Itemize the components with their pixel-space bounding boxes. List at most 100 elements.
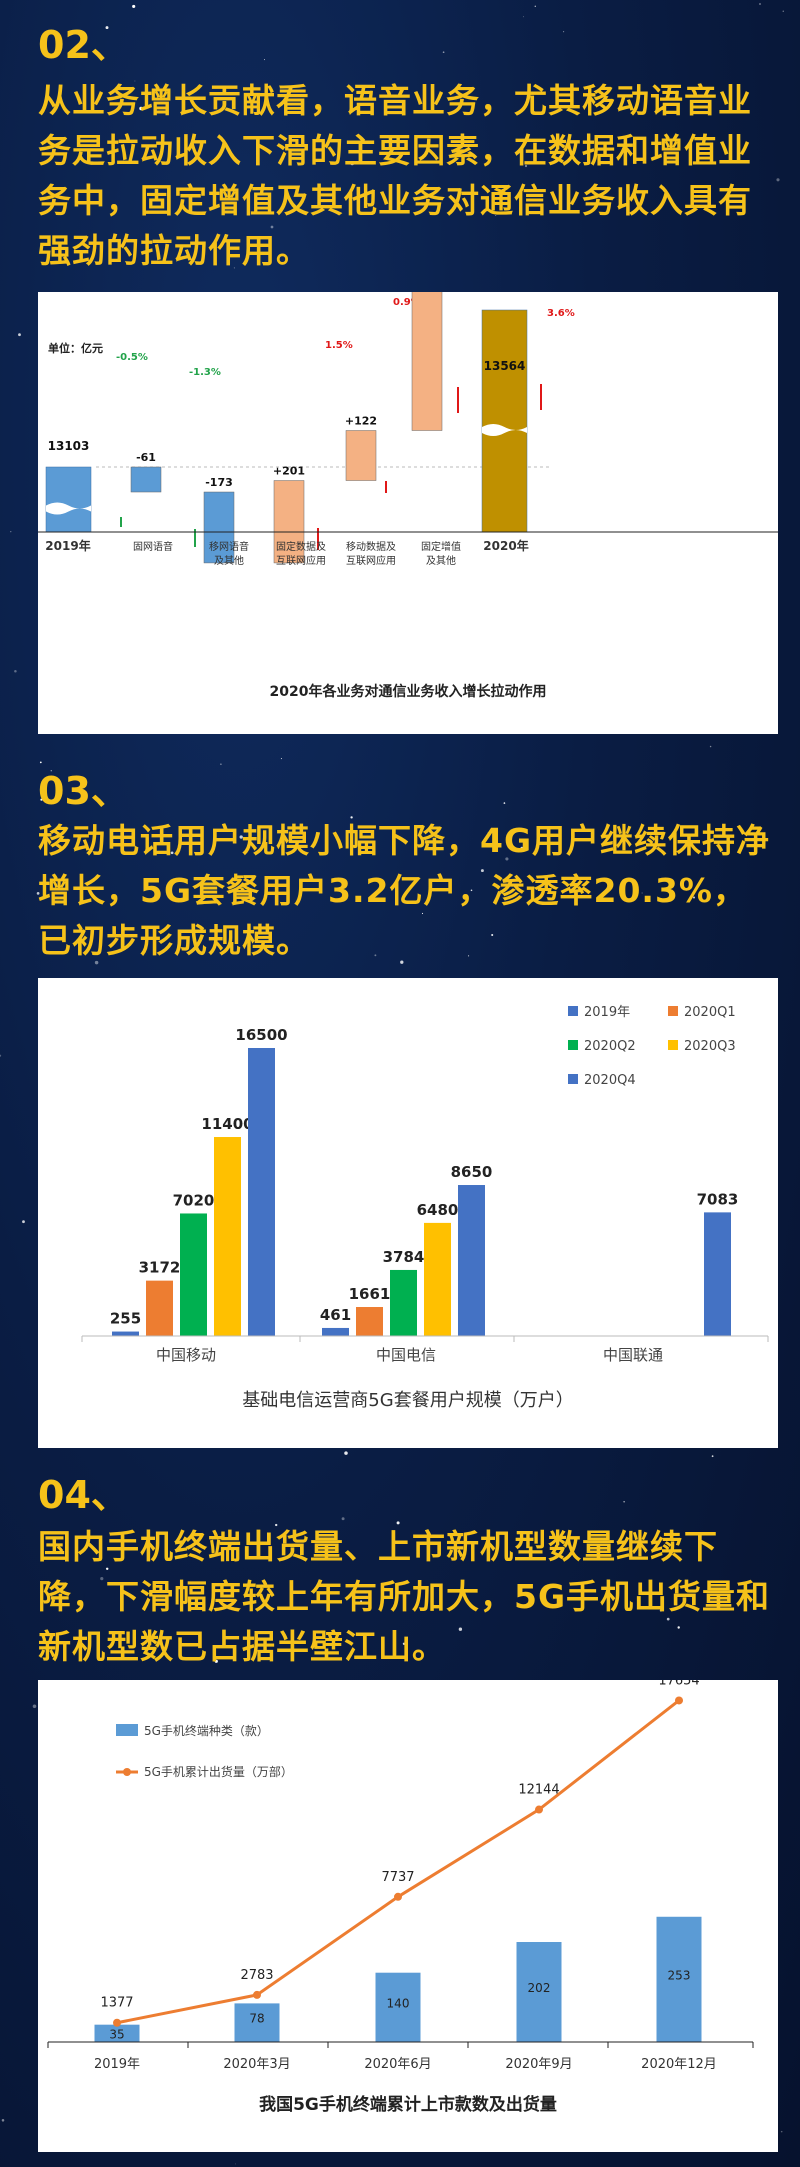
star xyxy=(39,761,42,764)
section-text: 国内手机终端出货量、上市新机型数量继续下降，下滑幅度较上年有所加大，5G手机出货… xyxy=(38,1527,771,1666)
star xyxy=(270,225,274,229)
section-number: 04、 xyxy=(38,1473,129,1517)
legend-label: 5G手机终端种类（款） xyxy=(144,1723,269,1738)
bar xyxy=(273,480,305,564)
star xyxy=(759,3,761,5)
section-text: 移动电话用户规模小幅下降，4G用户继续保持净增长，5G套餐用户3.2亿户，渗透率… xyxy=(38,821,771,960)
bar-value-label: 7083 xyxy=(697,1190,739,1208)
waterfall-bar-2: -173 -1.3% xyxy=(189,367,235,564)
bar-value-label: 11400 xyxy=(201,1115,253,1133)
contribution-label: 1.5% xyxy=(325,340,353,351)
bar-value-label: +201 xyxy=(273,465,305,478)
star xyxy=(563,31,565,33)
waterfall-bar-1: -61 -0.5% xyxy=(116,352,162,527)
star xyxy=(480,869,484,873)
star xyxy=(220,763,222,766)
star xyxy=(360,1600,362,1602)
bar-value-label: 13103 xyxy=(48,439,90,453)
bar-value-label: 253 xyxy=(668,1968,691,1982)
bar-value-label: 8650 xyxy=(451,1163,493,1181)
legend-label: 2020Q3 xyxy=(684,1039,736,1054)
legend-swatch xyxy=(668,1040,678,1050)
bar-terminal-models xyxy=(516,1942,562,2042)
contribution-label: 3.6% xyxy=(547,308,575,319)
waterfall-bar-6: 13564 3.6% xyxy=(481,308,575,533)
star xyxy=(132,4,136,8)
star xyxy=(520,846,524,850)
legend-label: 2020Q1 xyxy=(684,1005,736,1020)
star xyxy=(344,1451,348,1455)
chart-title: 我国5G手机终端累计上市款数及出货量 xyxy=(259,2094,557,2115)
x-tick-label: 中国移动 xyxy=(156,1346,216,1364)
star xyxy=(233,267,235,269)
contribution-label: -0.5% xyxy=(116,352,148,363)
contribution-label: 0.9% xyxy=(393,297,421,308)
waterfall-bar-0: 13103 xyxy=(45,439,92,533)
x-tick-label: 中国电信 xyxy=(376,1346,436,1364)
line-point xyxy=(675,1696,683,1705)
waterfall-bar-4: +122 0.9% xyxy=(345,297,421,493)
star xyxy=(239,835,243,839)
star xyxy=(394,112,396,114)
legend-swatch xyxy=(116,1724,138,1736)
waterfall-bar-5: +3722.8% xyxy=(411,218,493,431)
bar-terminal-models xyxy=(375,1972,421,2042)
section-text: 从业务增长贡献看，语音业务，尤其移动语音业务是拉动收入下滑的主要因素，在数据和增… xyxy=(38,81,752,270)
x-tick-label: 及其他 xyxy=(214,554,244,567)
star xyxy=(341,1517,345,1521)
star xyxy=(442,51,445,54)
star xyxy=(534,5,536,7)
x-tick-label: 2020年6月 xyxy=(364,2057,431,2072)
waterfall-bar-3: +201 1.5% xyxy=(273,340,353,564)
bar xyxy=(203,491,235,564)
axis-break xyxy=(482,424,527,436)
bar xyxy=(481,309,528,533)
bar-value-label: 1661 xyxy=(349,1285,391,1303)
star xyxy=(458,1627,463,1631)
star xyxy=(0,1054,2,1057)
x-tick-label: 固网语音 xyxy=(133,540,173,553)
bar-value-label: 461 xyxy=(320,1306,351,1324)
x-tick-label: 2020年 xyxy=(483,538,528,553)
legend-swatch xyxy=(568,1074,578,1084)
legend-swatch xyxy=(568,1006,578,1016)
star xyxy=(100,1577,104,1581)
star xyxy=(780,2130,783,2133)
star xyxy=(402,1642,406,1646)
contribution-label: -1.3% xyxy=(189,367,221,378)
star xyxy=(105,1567,109,1571)
star xyxy=(505,857,509,861)
star xyxy=(396,1521,400,1525)
bar-line-chart: 35 78 140 202 253 1377 2783 7737 12144 17654 2019年… xyxy=(47,1673,754,2115)
bar-2020Q4 xyxy=(248,1048,275,1336)
star xyxy=(495,214,497,217)
section-number: 02、 xyxy=(38,23,129,67)
legend-label: 2020Q4 xyxy=(584,1073,636,1088)
star xyxy=(22,1220,25,1224)
line-value-label: 17654 xyxy=(658,1680,699,1688)
bar-2020Q4 xyxy=(458,1185,485,1336)
legend-label: 2019年 xyxy=(584,1005,630,1020)
axis-break xyxy=(46,502,91,515)
star xyxy=(280,758,282,760)
bar-value-label: 3172 xyxy=(139,1259,181,1277)
star xyxy=(666,1617,670,1621)
x-tick-label: 互联网应用 xyxy=(276,554,326,567)
star xyxy=(470,889,473,892)
grouped-bar-chart: 255 461 3172 1661 7020 3784 11400 6480 16500 8650… xyxy=(81,1005,769,1411)
bar-value-label: 7020 xyxy=(173,1191,215,1209)
bar-value-label: 140 xyxy=(387,1996,410,2010)
bar-2020Q1 xyxy=(356,1307,383,1336)
bar-value-label: 255 xyxy=(110,1310,141,1328)
line-point xyxy=(253,1990,261,1999)
bar-2020Q3 xyxy=(424,1222,451,1336)
star xyxy=(709,745,712,748)
line-point xyxy=(394,1892,402,1901)
star xyxy=(50,769,53,772)
star xyxy=(1,2119,5,2122)
star xyxy=(32,1704,37,1709)
star xyxy=(776,178,780,182)
chart-title: 基础电信运营商5G套餐用户规模（万户） xyxy=(242,1390,573,1411)
star xyxy=(134,80,136,82)
x-tick-label: 2019年 xyxy=(94,2057,140,2072)
